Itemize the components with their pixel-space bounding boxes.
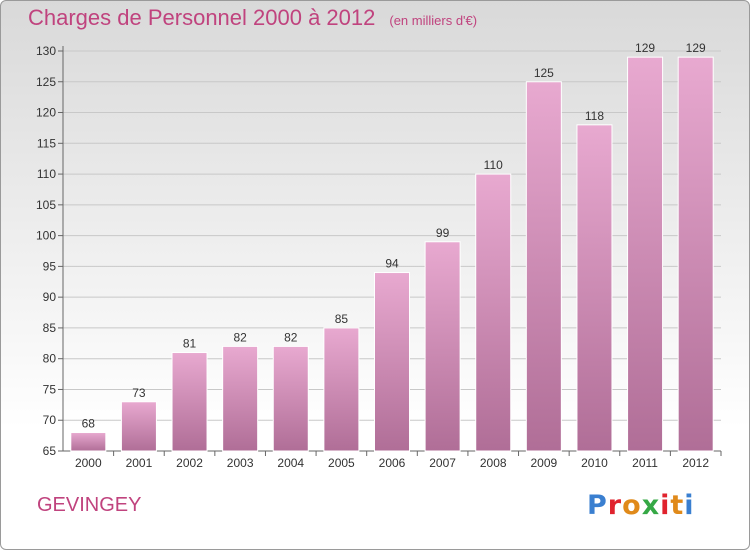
bar [70,432,107,452]
commune-name: GEVINGEY [37,494,142,516]
bar-value-label: 81 [183,337,197,351]
y-tick-label: 95 [43,259,57,273]
bar [627,56,664,452]
logo-letter: i [660,490,671,521]
x-tick-label: 2012 [682,456,709,470]
chart-title: Charges de Personnel 2000 à 2012 (en mill… [28,5,477,31]
bar-value-label: 82 [233,330,247,344]
y-tick-label: 130 [36,44,56,58]
bar [677,56,714,452]
bar [222,345,259,452]
x-tick-label: 2002 [176,456,203,470]
bar [323,327,360,452]
bar-value-label: 94 [385,257,399,271]
logo-letter: o [622,490,642,521]
bar-value-label: 125 [534,66,554,80]
x-tick-label: 2009 [530,456,557,470]
x-tick-label: 2011 [632,456,658,470]
y-tick-label: 115 [37,136,56,150]
y-tick-label: 110 [37,167,56,181]
x-tick-label: 2010 [581,456,608,470]
x-tick-label: 2005 [328,456,355,470]
x-tick-label: 2006 [379,456,406,470]
bar-value-label: 99 [436,226,450,240]
bar-value-label: 110 [484,158,503,172]
logo-letter: i [684,490,695,521]
x-tick-label: 2001 [126,456,153,470]
bar [525,81,562,452]
bar-value-label: 82 [284,330,298,344]
logo-letter: P [587,490,608,521]
x-tick-label: 2003 [227,456,254,470]
bar [374,272,410,452]
bar-value-label: 129 [635,41,655,55]
x-tick-label: 2000 [75,456,102,470]
bar-value-label: 118 [585,109,604,123]
y-tick-label: 90 [43,290,57,304]
y-tick-label: 125 [36,75,56,89]
proxiti-logo: Proxiti [587,490,695,521]
logo-letter: r [607,490,623,521]
chart-title-text: Charges de Personnel 2000 à 2012 [28,5,376,30]
y-tick-label: 105 [36,198,56,212]
bar [475,173,512,452]
bar [576,124,613,452]
bar-value-label: 129 [686,41,706,55]
logo-letter: x [641,490,661,521]
bar [171,352,208,452]
bar [120,401,157,452]
y-tick-label: 65 [43,444,57,458]
bar-value-label: 68 [82,417,96,431]
bar [424,241,461,452]
y-tick-label: 70 [43,413,57,427]
bar-value-label: 73 [132,386,146,400]
y-tick-label: 120 [36,106,56,120]
x-tick-label: 2008 [480,456,507,470]
x-tick-label: 2007 [429,456,456,470]
logo-letter: t [670,490,685,521]
y-tick-label: 80 [43,352,57,366]
y-tick-label: 75 [43,382,57,396]
bar-value-label: 85 [335,312,349,326]
bar [272,345,309,452]
chart-unit: (en milliers d'€) [389,13,478,28]
y-tick-label: 85 [43,321,57,335]
y-tick-label: 100 [36,229,56,243]
x-tick-label: 2004 [277,456,304,470]
